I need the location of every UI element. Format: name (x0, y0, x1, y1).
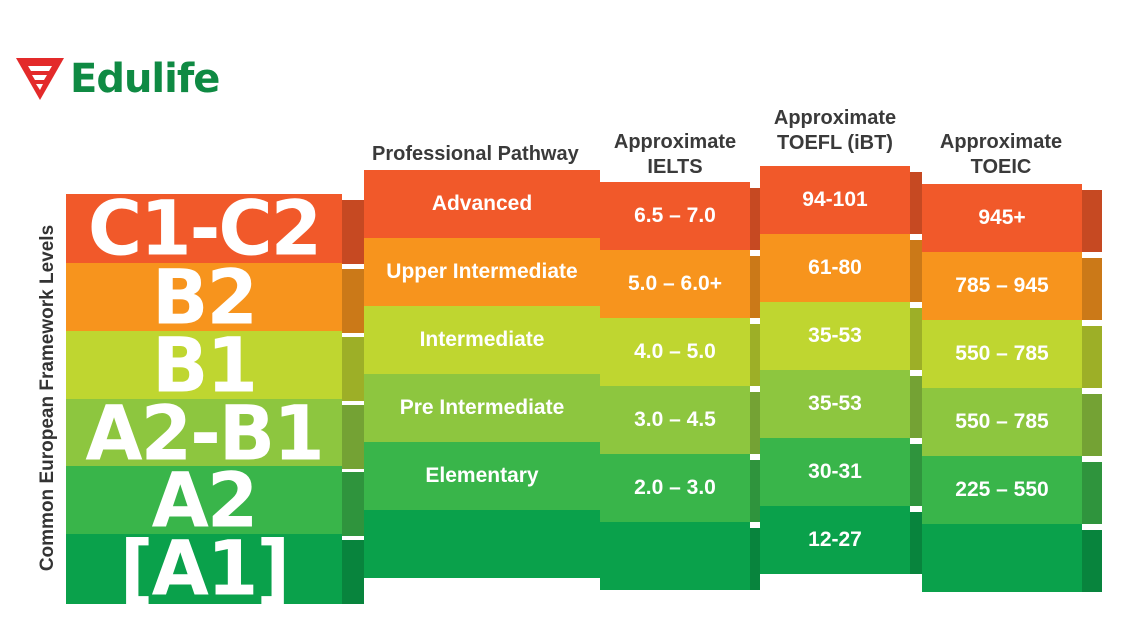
band-side-face (342, 200, 364, 264)
band-side-face (910, 444, 922, 506)
ielts-cell: 5.0 – 6.0+ (600, 250, 750, 318)
band-side-face (910, 172, 922, 234)
toeic-cell: 945+ (922, 184, 1082, 252)
edulife-logo-icon (16, 58, 64, 100)
pathway-cell (364, 510, 600, 578)
toefl-cell: 12-27 (760, 506, 910, 574)
cefr-level-a1: [A1] (66, 534, 342, 604)
toeic-cell: 225 – 550 (922, 456, 1082, 524)
band-side-face (910, 512, 922, 574)
ielts-cell: 3.0 – 4.5 (600, 386, 750, 454)
ielts-cell (600, 522, 750, 590)
header-ielts: Approximate IELTS (613, 131, 737, 178)
header-pathway: Professional Pathway (372, 143, 579, 165)
band-side-face (750, 460, 760, 522)
cefr-level-b1: B1 (66, 331, 342, 401)
band-side-face (342, 540, 364, 604)
toeic-cell: 785 – 945 (922, 252, 1082, 320)
ielts-cell: 4.0 – 5.0 (600, 318, 750, 386)
band-side-face (910, 240, 922, 302)
cefr-level-b2: B2 (66, 263, 342, 333)
header-toeic: Approximate TOEIC (939, 131, 1063, 178)
pathway-cell: Elementary (364, 442, 600, 510)
pathway-cell: Advanced (364, 170, 600, 238)
toefl-cell: 94-101 (760, 166, 910, 234)
band-side-face (1082, 462, 1102, 524)
toefl-cell: 35-53 (760, 370, 910, 438)
toefl-cell: 35-53 (760, 302, 910, 370)
ielts-cell: 2.0 – 3.0 (600, 454, 750, 522)
ielts-cell: 6.5 – 7.0 (600, 182, 750, 250)
pathway-cell: Upper Intermediate (364, 238, 600, 306)
side-axis-label: Common European Framework Levels (37, 224, 58, 572)
band-side-face (1082, 258, 1102, 320)
toeic-cell (922, 524, 1082, 592)
pathway-cell: Intermediate (364, 306, 600, 374)
band-side-face (750, 392, 760, 454)
band-side-face (750, 256, 760, 318)
cefr-level-a2: A2 (66, 466, 342, 536)
band-side-face (1082, 326, 1102, 388)
toeic-cell: 550 – 785 (922, 320, 1082, 388)
band-side-face (750, 324, 760, 386)
band-side-face (342, 269, 364, 333)
brand-name: Edulife (70, 56, 220, 102)
band-side-face (750, 188, 760, 250)
band-side-face (910, 376, 922, 438)
band-side-face (750, 528, 760, 590)
toefl-cell: 61-80 (760, 234, 910, 302)
band-side-face (342, 405, 364, 469)
band-side-face (342, 337, 364, 401)
band-side-face (1082, 190, 1102, 252)
toefl-cell: 30-31 (760, 438, 910, 506)
band-side-face (1082, 394, 1102, 456)
band-side-face (1082, 530, 1102, 592)
pathway-cell: Pre Intermediate (364, 374, 600, 442)
band-side-face (342, 472, 364, 536)
header-toefl: Approximate TOEFL (iBT) (773, 107, 897, 154)
toeic-cell: 550 – 785 (922, 388, 1082, 456)
cefr-level-a2-b1: A2-B1 (66, 399, 342, 469)
band-side-face (910, 308, 922, 370)
edulife-logo: Edulife (14, 56, 220, 102)
cefr-level-c1-c2: C1-C2 (66, 194, 342, 264)
